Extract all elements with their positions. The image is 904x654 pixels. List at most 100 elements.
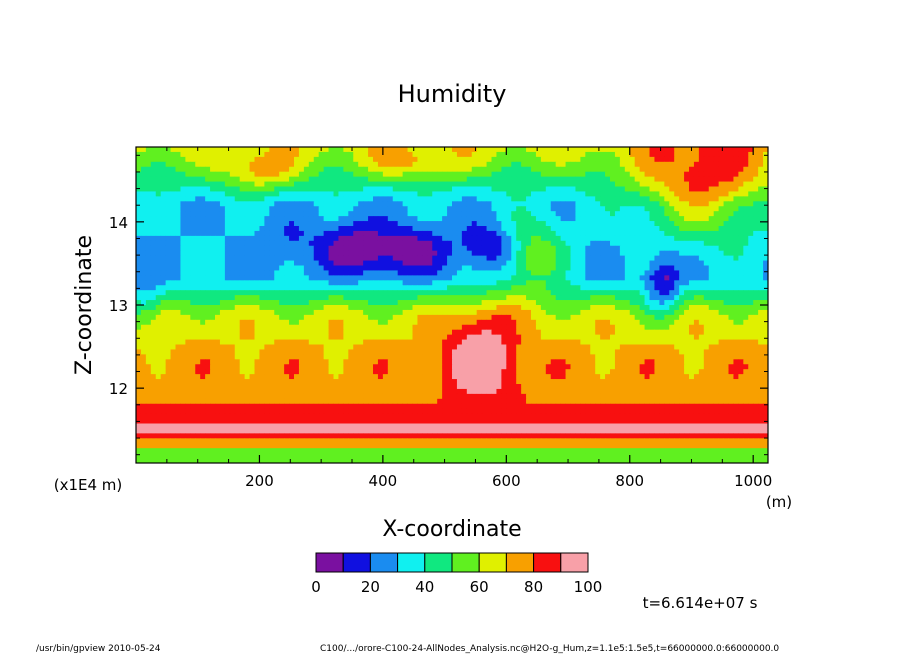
field-cell <box>333 280 339 286</box>
field-cell <box>229 171 236 178</box>
field-cell <box>338 206 344 212</box>
field-cell <box>614 290 621 296</box>
field-cell <box>368 305 374 311</box>
field-cell <box>284 329 290 336</box>
field-cell <box>684 245 690 252</box>
field-cell <box>758 147 764 153</box>
field-cell <box>629 156 636 163</box>
field-cell <box>674 221 680 227</box>
field-cell <box>200 245 206 252</box>
field-cell <box>743 245 749 252</box>
field-cell <box>456 186 463 192</box>
field-cell <box>269 324 275 331</box>
field-cell <box>249 275 255 281</box>
field-cell <box>550 235 557 242</box>
field-cell <box>333 176 339 182</box>
field-cell <box>619 221 626 227</box>
field-cell <box>723 319 729 326</box>
field-cell <box>555 305 562 311</box>
field-cell <box>215 250 221 257</box>
field-cell <box>698 265 705 271</box>
field-cell <box>136 230 142 237</box>
field-cell <box>264 250 270 257</box>
field-cell <box>679 275 685 281</box>
field-cell <box>531 161 537 168</box>
field-cell <box>190 319 196 326</box>
field-cell <box>738 265 744 271</box>
field-cell <box>343 309 349 316</box>
field-cell <box>585 324 591 331</box>
field-cell <box>614 221 621 227</box>
field-cell <box>723 171 729 178</box>
field-cell <box>447 250 453 257</box>
field-cell <box>540 305 547 311</box>
field-cell <box>728 329 734 336</box>
field-cell <box>279 295 285 301</box>
field-cell <box>358 295 364 301</box>
field-cell <box>234 305 241 311</box>
field-cell <box>180 250 186 257</box>
field-cell <box>254 329 260 336</box>
field-cell <box>363 334 369 340</box>
field-cell <box>713 191 720 197</box>
field-cell <box>560 305 566 311</box>
field-cell <box>550 211 557 217</box>
field-cell <box>274 255 280 261</box>
field-cell <box>531 235 537 242</box>
field-cell <box>456 230 463 237</box>
field-cell <box>511 240 517 247</box>
field-cell <box>407 305 413 311</box>
field-cell <box>180 176 186 182</box>
field-cell <box>269 196 275 202</box>
field-cell <box>748 305 754 311</box>
field-cell <box>644 270 650 276</box>
field-cell <box>654 319 660 326</box>
field-cell <box>417 201 423 207</box>
field-cell <box>545 255 552 261</box>
field-cell <box>294 250 300 257</box>
field-cell <box>185 290 191 296</box>
field-cell <box>708 300 715 306</box>
field-cell <box>634 171 641 178</box>
field-cell <box>733 314 739 321</box>
field-cell <box>432 285 438 291</box>
field-cell <box>679 240 685 247</box>
field-cell <box>165 230 171 237</box>
field-cell <box>713 305 720 311</box>
field-cell <box>407 290 413 296</box>
field-cell <box>496 181 502 187</box>
field-cell <box>496 171 502 178</box>
field-cell <box>249 230 255 237</box>
field-cell <box>738 290 744 296</box>
field-cell <box>392 250 399 257</box>
field-cell <box>471 151 478 158</box>
field-cell <box>343 285 349 291</box>
field-cell <box>619 329 626 336</box>
field-cell <box>516 250 522 257</box>
field-cell <box>634 216 641 222</box>
field-cell <box>718 270 724 276</box>
field-cell <box>550 181 557 187</box>
field-cell <box>570 196 576 202</box>
field-cell <box>531 147 537 153</box>
field-cell <box>689 245 695 252</box>
field-cell <box>511 250 517 257</box>
field-cell <box>269 186 275 192</box>
field-cell <box>165 211 171 217</box>
field-cell <box>491 245 497 252</box>
field-cell <box>481 230 487 237</box>
field-cell <box>150 171 157 178</box>
field-cell <box>511 305 517 311</box>
field-cell <box>491 216 497 222</box>
field-cell <box>140 305 147 311</box>
field-cell <box>387 186 394 192</box>
field-cell <box>486 285 492 291</box>
field-cell <box>328 186 334 192</box>
field-cell <box>145 324 152 331</box>
field-cell <box>303 324 310 331</box>
field-cell <box>738 329 744 336</box>
field-cell <box>491 230 497 237</box>
field-cell <box>590 206 596 212</box>
field-cell <box>644 250 650 257</box>
field-cell <box>605 171 611 178</box>
